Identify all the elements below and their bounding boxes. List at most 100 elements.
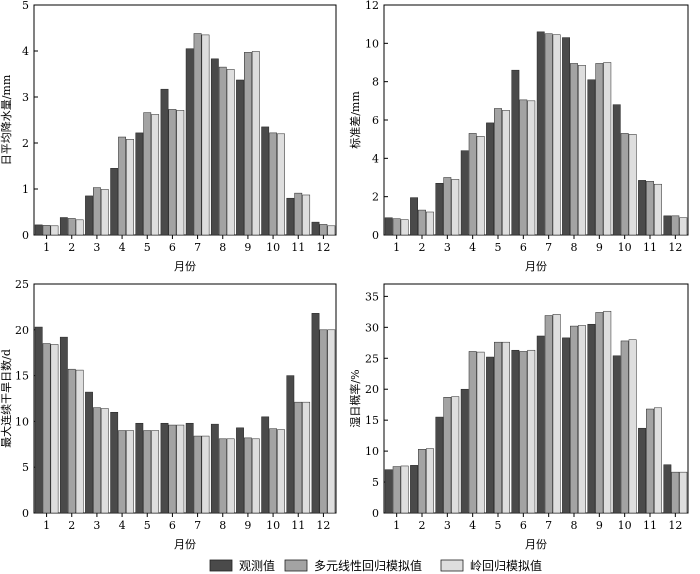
bar-mlr-m9 bbox=[244, 52, 252, 236]
bar-ridge-m1 bbox=[50, 344, 59, 514]
bar-mlr-m5 bbox=[143, 430, 152, 514]
x-tick-label: 7 bbox=[545, 241, 552, 254]
bar-ridge-m7 bbox=[552, 314, 561, 514]
bar-observed-m8 bbox=[210, 58, 219, 236]
bar-ridge-m8 bbox=[226, 69, 235, 236]
bar-mlr-m4 bbox=[468, 351, 477, 514]
bar-mlr-m2 bbox=[418, 449, 426, 514]
legend-label-observed: 观测值 bbox=[239, 558, 275, 573]
bar-ridge-m6 bbox=[527, 349, 536, 514]
bar-mlr-m8 bbox=[218, 438, 227, 514]
bar-observed-m11 bbox=[638, 427, 646, 514]
bar-mlr-m12 bbox=[319, 329, 328, 514]
bar-ridge-m11 bbox=[302, 401, 311, 514]
legend: 观测值 多元线性回归模拟值 岭回归模拟值 bbox=[209, 558, 542, 573]
bar-ridge-m6 bbox=[176, 110, 185, 236]
bar-observed-m2 bbox=[410, 465, 418, 514]
bar-ridge-m7 bbox=[201, 34, 210, 236]
y-tick-label: 4 bbox=[22, 45, 29, 58]
bar-observed-m4 bbox=[110, 411, 119, 514]
bar-ridge-m1 bbox=[400, 219, 409, 236]
bar-mlr-m9 bbox=[595, 63, 604, 236]
bar-observed-m3 bbox=[85, 195, 93, 236]
bar-ridge-m5 bbox=[151, 114, 160, 236]
bar-ridge-m1 bbox=[400, 465, 409, 514]
legend-swatch-ridge bbox=[440, 559, 464, 572]
x-tick-label: 7 bbox=[194, 519, 201, 532]
bar-ridge-m6 bbox=[527, 100, 536, 236]
bar-observed-m4 bbox=[110, 168, 119, 236]
bar-observed-m2 bbox=[59, 217, 68, 236]
bar-ridge-m8 bbox=[226, 438, 235, 514]
x-tick-label: 5 bbox=[144, 519, 151, 532]
bar-ridge-m2 bbox=[426, 448, 434, 514]
y-tick-label: 25 bbox=[15, 278, 29, 291]
y-tick-label: 5 bbox=[22, 461, 29, 474]
x-tick-label: 9 bbox=[244, 241, 251, 254]
bar-ridge-m10 bbox=[628, 339, 637, 514]
y-tick-label: 0 bbox=[22, 229, 29, 242]
bar-ridge-m1 bbox=[50, 225, 59, 236]
x-tick-label: 7 bbox=[545, 519, 552, 532]
bar-ridge-m11 bbox=[654, 183, 662, 236]
bar-mlr-m7 bbox=[544, 315, 553, 514]
bar-observed-m5 bbox=[135, 132, 144, 236]
bar-ridge-m12 bbox=[679, 217, 688, 236]
x-tick-label: 10 bbox=[266, 241, 280, 254]
y-tick-label: 10 bbox=[15, 415, 29, 428]
bar-observed-m9 bbox=[236, 79, 244, 236]
bar-ridge-m5 bbox=[151, 430, 160, 514]
x-tick-label: 9 bbox=[596, 519, 603, 532]
bar-ridge-m10 bbox=[277, 133, 285, 236]
bar-ridge-m5 bbox=[502, 341, 510, 514]
bar-observed-m6 bbox=[511, 69, 520, 236]
x-tick-label: 11 bbox=[291, 241, 305, 254]
bar-mlr-m4 bbox=[118, 430, 126, 514]
y-tick-label: 15 bbox=[15, 370, 29, 383]
bar-observed-m7 bbox=[185, 48, 194, 236]
bar-observed-m3 bbox=[435, 416, 444, 514]
plot-frame bbox=[383, 283, 689, 514]
x-tick-label: 11 bbox=[291, 519, 305, 532]
y-axis-title: 最大连续干旱日数/d bbox=[0, 349, 13, 448]
bar-mlr-m2 bbox=[67, 218, 76, 236]
x-tick-label: 2 bbox=[419, 519, 426, 532]
bar-mlr-m6 bbox=[519, 99, 528, 236]
bar-mlr-m4 bbox=[468, 133, 477, 236]
y-tick-label: 0 bbox=[372, 507, 379, 520]
x-tick-label: 4 bbox=[119, 241, 126, 254]
x-tick-label: 1 bbox=[43, 519, 50, 532]
x-tick-label: 5 bbox=[144, 241, 151, 254]
bar-observed-m9 bbox=[587, 79, 596, 236]
y-tick-label: 20 bbox=[15, 324, 29, 337]
bar-ridge-m2 bbox=[75, 219, 84, 236]
bar-ridge-m4 bbox=[126, 430, 134, 514]
bar-ridge-m5 bbox=[502, 110, 510, 236]
bar-observed-m8 bbox=[210, 423, 219, 514]
bar-mlr-m8 bbox=[218, 66, 227, 236]
bar-observed-m1 bbox=[34, 224, 43, 236]
bar-ridge-m12 bbox=[327, 225, 336, 236]
bar-observed-m4 bbox=[460, 150, 469, 236]
x-tick-label: 2 bbox=[68, 241, 75, 254]
x-tick-label: 8 bbox=[219, 519, 226, 532]
bar-observed-m8 bbox=[562, 337, 570, 514]
x-axis-title: 月份 bbox=[174, 260, 196, 273]
bar-ridge-m9 bbox=[603, 310, 612, 514]
y-axis-title: 标准差/mm bbox=[348, 91, 362, 149]
y-tick-label: 3 bbox=[22, 91, 29, 104]
bar-ridge-m8 bbox=[578, 325, 586, 514]
x-tick-label: 6 bbox=[169, 241, 176, 254]
x-tick-label: 6 bbox=[169, 519, 176, 532]
bar-mlr-m5 bbox=[494, 341, 502, 514]
bar-mlr-m1 bbox=[42, 225, 51, 236]
bar-mlr-m6 bbox=[519, 351, 528, 514]
y-tick-label: 10 bbox=[365, 37, 379, 50]
x-tick-label: 7 bbox=[194, 241, 201, 254]
y-tick-label: 35 bbox=[365, 290, 379, 303]
y-tick-label: 30 bbox=[365, 321, 379, 334]
x-tick-label: 10 bbox=[266, 519, 280, 532]
bar-mlr-m12 bbox=[671, 215, 680, 236]
x-tick-label: 11 bbox=[643, 241, 657, 254]
